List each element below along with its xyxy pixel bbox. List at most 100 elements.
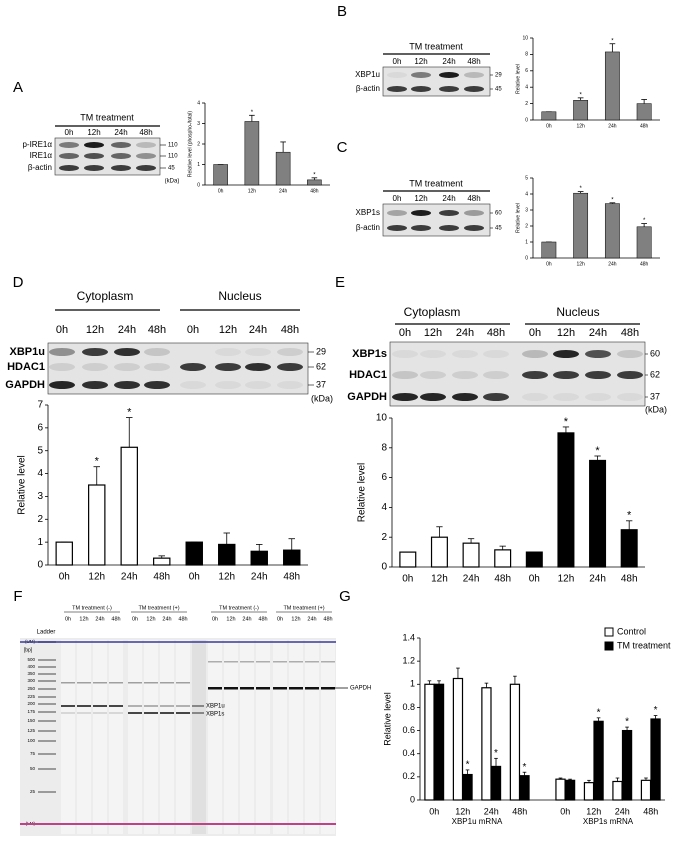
band [277, 381, 303, 389]
lane-label: 12h [414, 57, 427, 66]
protein-label: XBP1s [356, 208, 380, 217]
bar [275, 151, 291, 186]
bar [153, 557, 171, 566]
y-tick-label: 0 [525, 255, 528, 261]
lane-label: 12h [557, 327, 575, 339]
y-axis-label: Relative level [17, 455, 28, 514]
bar [557, 432, 575, 568]
lane-label: 12h [146, 616, 155, 622]
bar [433, 683, 445, 801]
x-tick-label: 0h [59, 572, 70, 583]
band [277, 363, 303, 371]
protein-label: GAPDH [347, 391, 387, 403]
x-tick-label: 48h [494, 574, 511, 585]
ladder-mark: 100 [27, 738, 35, 743]
gel-lane [256, 640, 270, 834]
significance-star: * [127, 406, 132, 418]
y-tick-label: 4 [197, 100, 200, 106]
ladder-band [38, 659, 56, 661]
band [256, 661, 270, 663]
y-axis-label: Relative level [515, 64, 521, 94]
x-tick-label: 48h [283, 572, 300, 583]
y-tick-label: 4 [37, 468, 43, 479]
band [114, 363, 140, 371]
bar [525, 551, 543, 568]
mw-label: 62 [316, 361, 326, 371]
band [215, 381, 241, 389]
lane-label: 48h [467, 194, 480, 203]
bar [541, 111, 557, 121]
y-tick-label: 0 [381, 562, 387, 573]
band [483, 371, 509, 379]
x-tick-label: 24h [463, 574, 480, 585]
y-tick-label: 0.6 [402, 725, 415, 735]
bar [430, 536, 448, 568]
mw-label: 110 [168, 143, 178, 149]
band [289, 687, 303, 690]
bar [573, 100, 589, 121]
ladder-band [38, 666, 56, 668]
ladder-mark: 400 [27, 664, 35, 669]
ladder-mark: 300 [27, 678, 35, 683]
x-tick-label: 0h [429, 806, 439, 816]
bar [120, 446, 138, 566]
band [411, 86, 431, 92]
band [522, 371, 548, 379]
lane-label: 24h [456, 327, 474, 339]
mw-label: 37 [316, 379, 326, 389]
significance-star: * [523, 762, 527, 773]
protein-label: β-actin [356, 223, 380, 232]
bar [490, 765, 502, 801]
y-tick-label: 2 [381, 532, 387, 543]
lane-label: 0h [277, 616, 283, 622]
band [245, 363, 271, 371]
lane-label: 12h [79, 616, 88, 622]
treatment-label: TM treatment [80, 112, 134, 122]
fraction-label: Cytoplasm [77, 289, 134, 303]
protein-label: β-actin [28, 163, 52, 172]
ladder-mark: 250 [27, 686, 35, 691]
bar [250, 550, 268, 566]
bar [583, 782, 595, 801]
ladder-band [38, 688, 56, 690]
lane-label: 12h [291, 616, 300, 622]
x-tick-label: 0h [529, 574, 540, 585]
x-tick-label: 24h [615, 806, 630, 816]
y-tick-label: 8 [525, 52, 528, 58]
protein-label: HDAC1 [7, 361, 45, 373]
mw-unit: (kDa) [165, 179, 180, 185]
panel-label: E [335, 274, 345, 291]
bar [604, 203, 620, 259]
band [321, 661, 335, 663]
band [420, 393, 446, 401]
mw-label: 45 [168, 166, 175, 172]
protein-label: β-actin [356, 84, 380, 93]
band [464, 225, 484, 231]
band-label: XBP1u [206, 704, 225, 710]
lane-label: 48h [258, 616, 267, 622]
band [114, 348, 140, 356]
ladder-band [38, 730, 56, 732]
band [160, 705, 174, 707]
ladder-band [38, 711, 56, 713]
y-tick-label: 2 [525, 101, 528, 107]
significance-star: * [643, 218, 646, 224]
bar [462, 773, 473, 801]
lane-label: 24h [249, 324, 267, 336]
ladder-band [38, 768, 56, 770]
x-tick-label: 48h [621, 574, 638, 585]
band [392, 371, 418, 379]
band [84, 142, 104, 148]
band [617, 350, 643, 358]
band [128, 705, 142, 707]
group-label: XBP1s mRNA [583, 817, 634, 826]
x-tick-label: 12h [586, 806, 601, 816]
ladder-band [38, 703, 56, 705]
x-tick-label: 48h [310, 188, 319, 194]
y-tick-label: 6 [381, 472, 387, 483]
band [128, 682, 142, 684]
significance-star: * [625, 717, 629, 728]
lane-label: 12h [414, 194, 427, 203]
band [82, 348, 108, 356]
band [439, 72, 459, 78]
